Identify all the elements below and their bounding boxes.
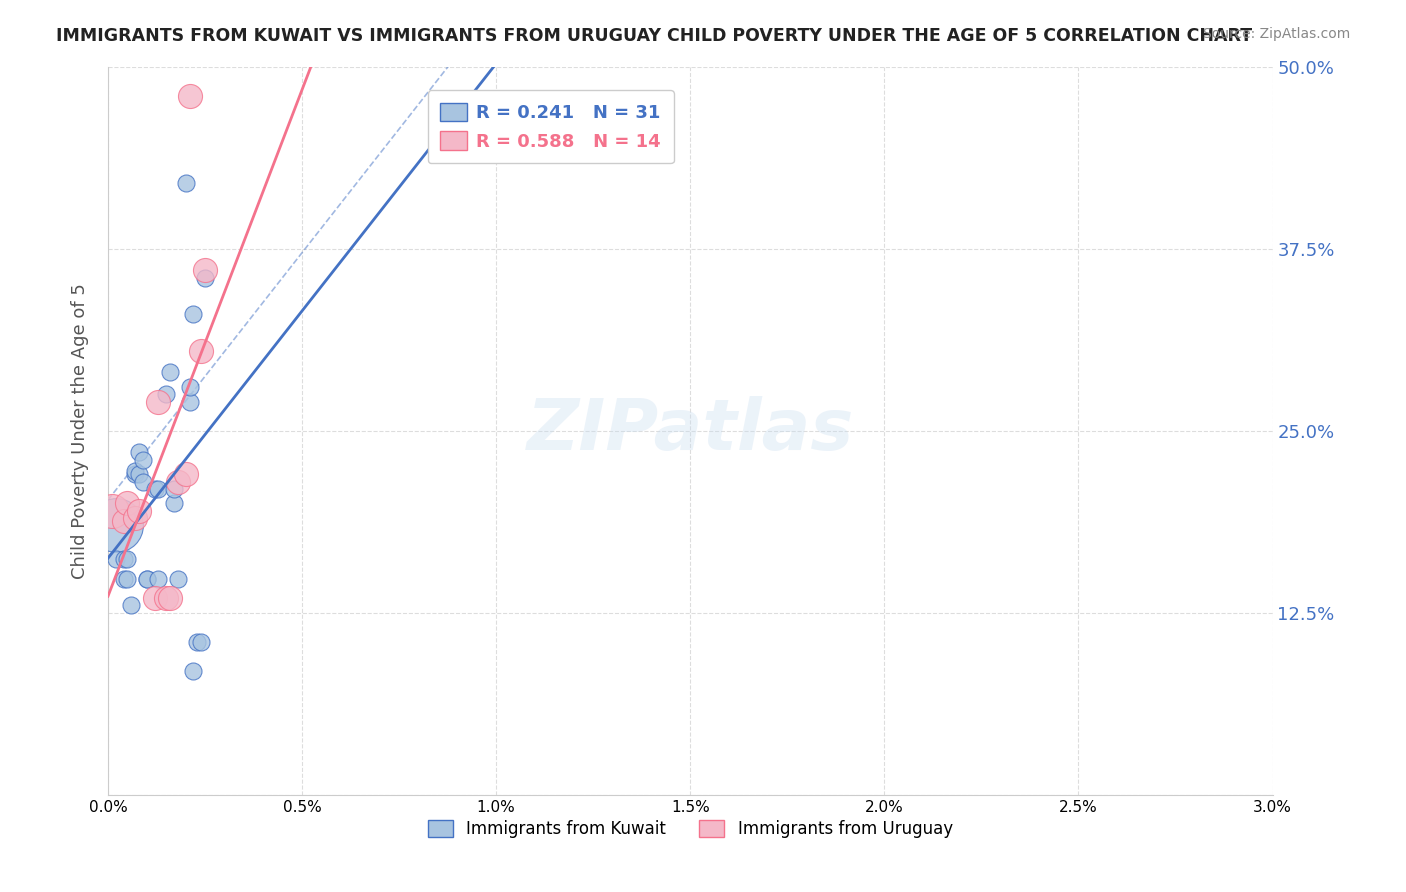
Point	[163, 496, 186, 510]
Point	[112, 514, 135, 528]
Point	[148, 394, 170, 409]
Point	[194, 270, 217, 285]
Point	[179, 394, 201, 409]
Point	[143, 482, 166, 496]
Text: Source: ZipAtlas.com: Source: ZipAtlas.com	[1202, 27, 1350, 41]
Point	[183, 307, 205, 321]
Point	[183, 664, 205, 678]
Point	[117, 572, 139, 586]
Point	[117, 496, 139, 510]
Point	[124, 465, 146, 479]
Point	[101, 504, 124, 518]
Point	[190, 343, 212, 358]
Point	[117, 551, 139, 566]
Point	[163, 482, 186, 496]
Point	[135, 572, 157, 586]
Point	[174, 176, 197, 190]
Point	[128, 445, 150, 459]
Point	[148, 572, 170, 586]
Point	[135, 572, 157, 586]
Text: ZIPatlas: ZIPatlas	[527, 396, 853, 465]
Point	[179, 380, 201, 394]
Point	[124, 467, 146, 482]
Point	[167, 475, 190, 489]
Point	[155, 387, 177, 401]
Point	[194, 263, 217, 277]
Point	[179, 88, 201, 103]
Point	[104, 551, 127, 566]
Point	[143, 591, 166, 606]
Point	[104, 518, 127, 533]
Point	[174, 467, 197, 482]
Point	[112, 572, 135, 586]
Point	[190, 635, 212, 649]
Point	[128, 504, 150, 518]
Legend: Immigrants from Kuwait, Immigrants from Uruguay: Immigrants from Kuwait, Immigrants from …	[420, 814, 959, 845]
Point	[167, 572, 190, 586]
Point	[124, 511, 146, 525]
Point	[186, 635, 208, 649]
Y-axis label: Child Poverty Under the Age of 5: Child Poverty Under the Age of 5	[72, 283, 89, 579]
Point	[155, 591, 177, 606]
Point	[159, 365, 181, 379]
Point	[120, 599, 142, 613]
Point	[148, 482, 170, 496]
Point	[132, 452, 155, 467]
Text: IMMIGRANTS FROM KUWAIT VS IMMIGRANTS FROM URUGUAY CHILD POVERTY UNDER THE AGE OF: IMMIGRANTS FROM KUWAIT VS IMMIGRANTS FRO…	[56, 27, 1253, 45]
Point	[128, 467, 150, 482]
Point	[159, 591, 181, 606]
Point	[132, 475, 155, 489]
Point	[112, 551, 135, 566]
